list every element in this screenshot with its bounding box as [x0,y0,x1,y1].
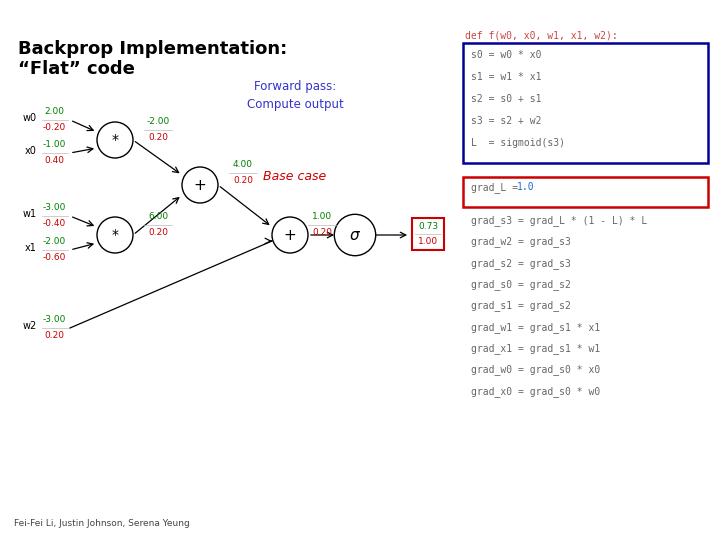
Text: 2.00: 2.00 [44,107,64,116]
Text: 0.20: 0.20 [233,176,253,185]
Circle shape [97,122,133,158]
Text: grad_x0 = grad_s0 * w0: grad_x0 = grad_s0 * w0 [471,386,600,396]
Text: *: * [112,133,119,147]
FancyBboxPatch shape [412,218,444,250]
Circle shape [97,217,133,253]
Text: 0.20: 0.20 [44,331,64,340]
Text: -0.40: -0.40 [42,219,66,228]
Text: 1.0: 1.0 [516,182,534,192]
Text: grad_s0 = grad_s2: grad_s0 = grad_s2 [471,279,571,290]
Text: -3.00: -3.00 [42,203,66,212]
Text: x0: x0 [25,146,37,156]
Text: grad_w2 = grad_s3: grad_w2 = grad_s3 [471,237,571,247]
Text: Backprop Implementation:: Backprop Implementation: [18,40,287,58]
Text: 0.20: 0.20 [148,133,168,142]
Text: grad_x1 = grad_s1 * w1: grad_x1 = grad_s1 * w1 [471,343,600,354]
Circle shape [272,217,308,253]
Text: *: * [112,228,119,242]
Text: s1 = w1 * x1: s1 = w1 * x1 [471,72,541,82]
Text: 1.00: 1.00 [418,237,438,246]
Text: grad_s3 = grad_L * (1 - L) * L: grad_s3 = grad_L * (1 - L) * L [471,215,647,226]
Text: -2.00: -2.00 [42,237,66,246]
Text: 0.20: 0.20 [148,228,168,237]
Text: 4.00: 4.00 [233,160,253,169]
Text: grad_w1 = grad_s1 * x1: grad_w1 = grad_s1 * x1 [471,322,600,333]
Text: 0.40: 0.40 [44,156,64,165]
Text: 0.73: 0.73 [418,222,438,231]
Text: -0.20: -0.20 [42,123,66,132]
Text: +: + [194,178,207,192]
Text: def f(w0, x0, w1, x1, w2):: def f(w0, x0, w1, x1, w2): [465,30,618,40]
Text: “Flat” code: “Flat” code [18,60,135,78]
Text: w2: w2 [23,321,37,331]
Text: -2.00: -2.00 [146,117,170,126]
Text: 0.20: 0.20 [312,228,332,237]
Circle shape [182,167,218,203]
FancyBboxPatch shape [463,43,708,163]
Text: w1: w1 [23,209,37,219]
Text: grad_s1 = grad_s2: grad_s1 = grad_s2 [471,300,571,311]
Text: x1: x1 [25,243,37,253]
FancyBboxPatch shape [463,177,708,207]
Text: -1.00: -1.00 [42,140,66,149]
Text: grad_w0 = grad_s0 * x0: grad_w0 = grad_s0 * x0 [471,364,600,375]
Text: -3.00: -3.00 [42,315,66,324]
Text: 1.00: 1.00 [312,212,332,221]
Text: s0 = w0 * x0: s0 = w0 * x0 [471,50,541,60]
Text: +: + [284,227,297,242]
Text: 6.00: 6.00 [148,212,168,221]
Circle shape [334,214,376,256]
Text: s3 = s2 + w2: s3 = s2 + w2 [471,116,541,126]
Text: grad_L =: grad_L = [471,182,524,193]
Text: Fei-Fei Li, Justin Johnson, Serena Yeung: Fei-Fei Li, Justin Johnson, Serena Yeung [14,519,190,528]
Text: Base case: Base case [264,170,327,183]
Text: s2 = s0 + s1: s2 = s0 + s1 [471,94,541,104]
Text: grad_s2 = grad_s3: grad_s2 = grad_s3 [471,258,571,268]
Text: $\sigma$: $\sigma$ [349,227,361,242]
Text: w0: w0 [23,113,37,123]
Text: -0.60: -0.60 [42,253,66,262]
Text: L  = sigmoid(s3): L = sigmoid(s3) [471,138,565,148]
Text: Forward pass:
Compute output: Forward pass: Compute output [247,80,343,111]
